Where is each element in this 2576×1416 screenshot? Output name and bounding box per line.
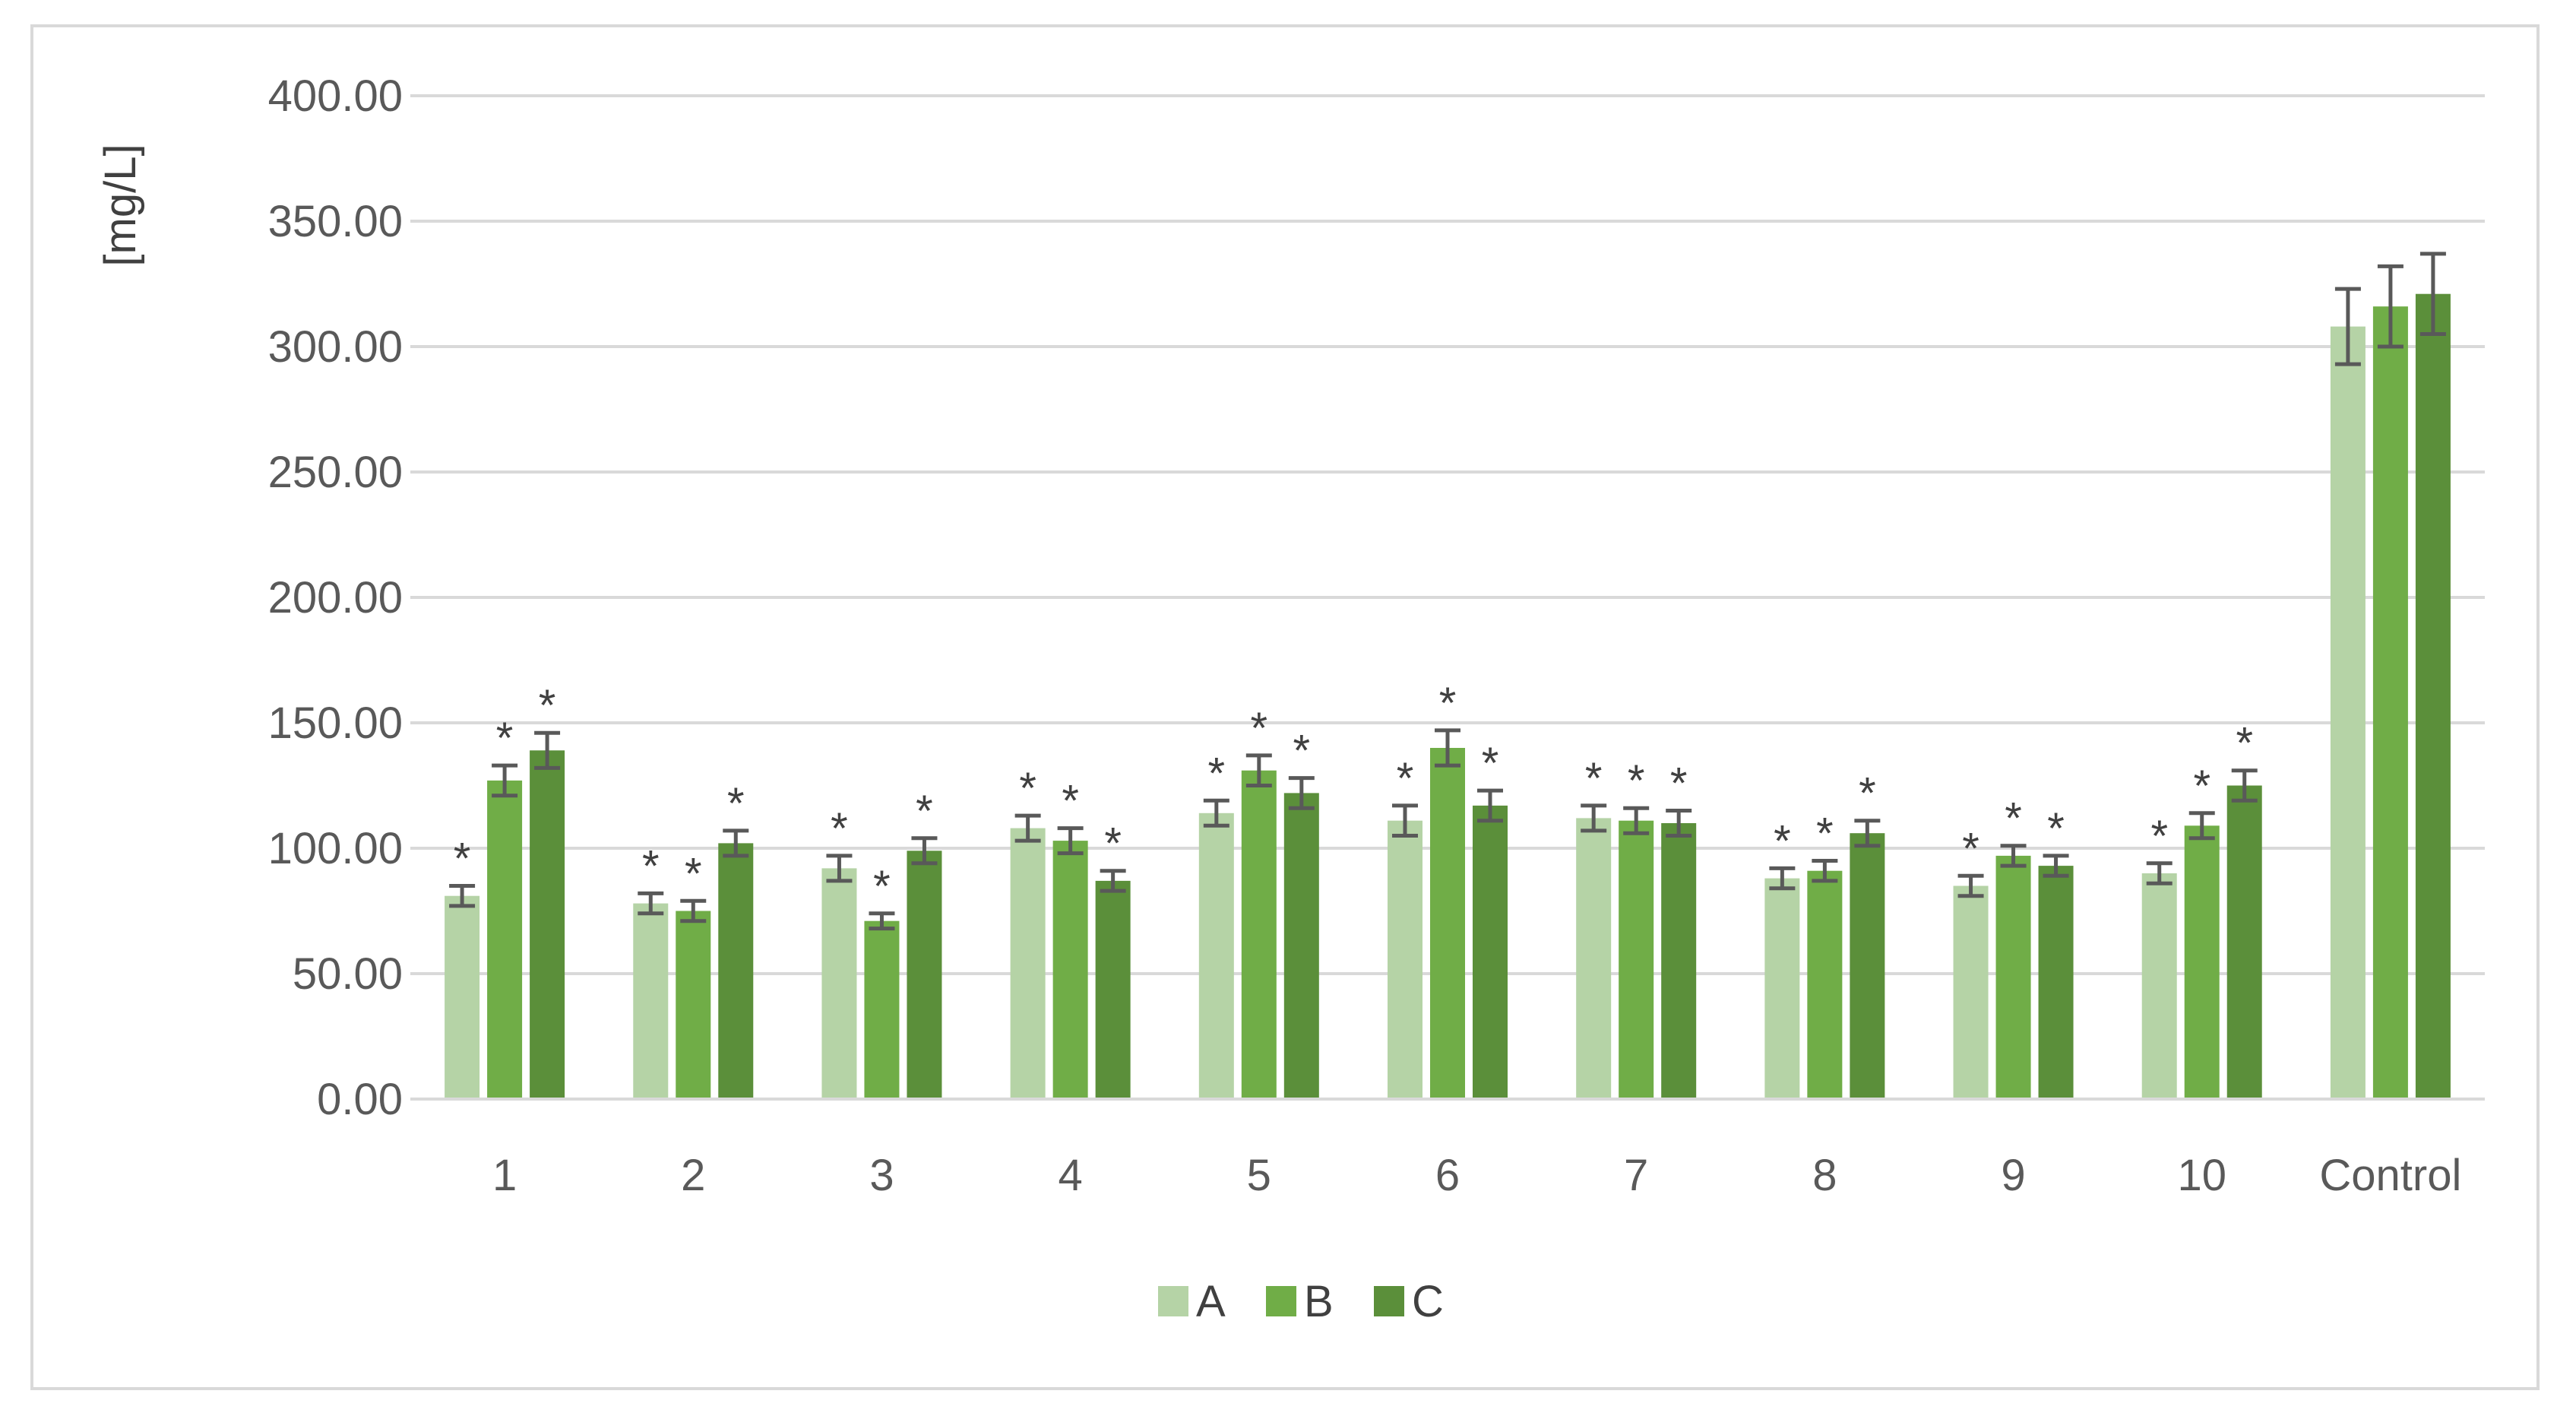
bar-C-Control	[2415, 293, 2451, 1100]
y-tick-label: 300.00	[268, 322, 403, 372]
significance-star: *	[1962, 824, 1979, 873]
error-bars	[449, 252, 2446, 931]
bar-B-1	[487, 780, 523, 1099]
bar-A-Control	[2330, 326, 2366, 1100]
significance-star: *	[1670, 759, 1688, 809]
bar-B-9	[1995, 855, 2031, 1099]
significance-star: *	[1439, 679, 1457, 728]
significance-star: *	[2150, 812, 2168, 861]
x-tick-label: 1	[492, 1151, 517, 1200]
y-tick-label: 100.00	[268, 824, 403, 873]
x-tick-label: 5	[1247, 1151, 1271, 1200]
significance-star: *	[727, 779, 745, 828]
x-axis-ticks: 1 2 3 4 5 6 7 8 9 10 Control	[492, 1151, 2461, 1200]
significance-star: *	[1628, 756, 1645, 806]
significance-star: *	[873, 862, 891, 911]
significance-star: *	[1293, 727, 1311, 776]
bar-A-8	[1764, 878, 1800, 1099]
x-tick-label: 8	[1812, 1151, 1837, 1200]
legend-label-B: B	[1304, 1277, 1334, 1326]
bar-C-4	[1095, 880, 1131, 1099]
bar-C-5	[1283, 793, 1319, 1099]
y-axis-ticks: 0.00 50.00 100.00 150.00 200.00 250.00 300.00 3…	[268, 71, 403, 1124]
bar-B-7	[1619, 820, 1654, 1099]
legend-label-A: A	[1196, 1277, 1226, 1326]
significance-star: *	[1104, 819, 1122, 869]
bar-A-9	[1953, 885, 1989, 1099]
x-tick-label: 9	[2001, 1151, 2025, 1200]
bar-C-10	[2226, 785, 2262, 1099]
y-tick-label: 350.00	[268, 197, 403, 246]
y-tick-label: 400.00	[268, 71, 403, 121]
significance-star: *	[1062, 777, 1079, 826]
significance-star: *	[916, 787, 933, 836]
bar-A-5	[1198, 813, 1234, 1099]
bar-C-6	[1473, 805, 1508, 1099]
significance-star: *	[454, 835, 471, 884]
significance-star: *	[642, 841, 660, 891]
significance-star: *	[1859, 769, 1876, 819]
x-tick-label: 4	[1059, 1151, 1083, 1200]
legend-label-C: C	[1412, 1277, 1444, 1326]
significance-star: *	[2005, 794, 2022, 844]
significance-star: *	[685, 849, 702, 898]
significance-star: *	[1585, 754, 1603, 803]
legend-swatch-A	[1158, 1286, 1188, 1316]
y-tick-label: 200.00	[268, 573, 403, 622]
bar-C-2	[718, 843, 754, 1099]
bar-B-Control	[2372, 306, 2408, 1100]
gridlines	[410, 94, 2485, 975]
significance-star: *	[1774, 816, 1791, 866]
chart-frame	[30, 24, 2540, 1390]
y-tick-label: 150.00	[268, 698, 403, 748]
legend-swatch-B	[1266, 1286, 1296, 1316]
significance-markers: * * * * * * * * * * * * * * * * * * * * * * * * * * * * * *	[454, 679, 2253, 911]
significance-star: *	[2047, 804, 2065, 854]
x-tick-label: 3	[869, 1151, 894, 1200]
bar-A-10	[2141, 873, 2177, 1099]
significance-star: *	[496, 714, 514, 763]
bar-A-3	[821, 868, 857, 1099]
bar-A-6	[1388, 820, 1422, 1099]
bar-C-7	[1661, 823, 1697, 1099]
x-tick-label: 7	[1624, 1151, 1648, 1200]
legend-swatch-C	[1374, 1286, 1404, 1316]
y-axis-title: [mg/L]	[96, 144, 145, 266]
legend: A B C	[1158, 1277, 1444, 1326]
bar-B-3	[864, 920, 900, 1099]
bar-B-6	[1430, 748, 1465, 1099]
significance-star: *	[1208, 749, 1226, 798]
bar-C-8	[1850, 833, 1885, 1099]
significance-star: *	[1816, 809, 1834, 859]
bar-B-2	[676, 911, 711, 1099]
bars	[445, 293, 2451, 1100]
bar-A-2	[633, 903, 669, 1099]
y-tick-label: 50.00	[293, 949, 403, 999]
bar-A-7	[1576, 818, 1612, 1099]
significance-star: *	[1251, 704, 1268, 753]
significance-star: *	[1482, 739, 1499, 788]
significance-star: *	[1397, 754, 1414, 803]
bar-B-8	[1807, 870, 1843, 1099]
significance-star: *	[831, 804, 848, 854]
y-tick-label: 250.00	[268, 448, 403, 497]
significance-star: *	[2236, 719, 2253, 768]
significance-star: *	[539, 681, 556, 730]
bar-A-4	[1010, 828, 1046, 1099]
significance-star: *	[2193, 762, 2210, 811]
bar-C-3	[907, 851, 942, 1099]
bar-A-1	[445, 895, 480, 1099]
bar-B-10	[2184, 825, 2220, 1099]
bar-B-4	[1052, 841, 1088, 1099]
x-tick-label: 2	[681, 1151, 705, 1200]
bar-C-1	[530, 750, 565, 1099]
x-tick-label: Control	[2319, 1151, 2461, 1200]
bar-C-9	[2038, 866, 2074, 1099]
x-tick-label: 10	[2177, 1151, 2226, 1200]
x-tick-label: 6	[1435, 1151, 1460, 1200]
significance-star: *	[1019, 764, 1036, 813]
bar-B-5	[1241, 770, 1277, 1099]
y-tick-label: 0.00	[317, 1075, 403, 1124]
